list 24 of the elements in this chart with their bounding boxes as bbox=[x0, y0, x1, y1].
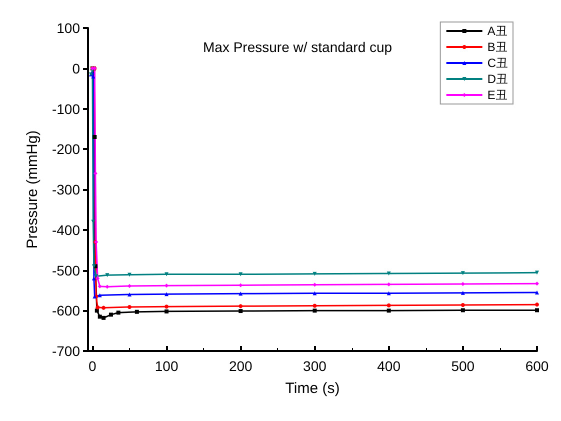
y-tick-label: -600 bbox=[52, 302, 80, 319]
legend-label: E丑 bbox=[487, 88, 508, 102]
x-axis-title: Time (s) bbox=[285, 380, 340, 397]
x-tick-label: 100 bbox=[154, 358, 178, 374]
y-tick-label: 0 bbox=[72, 60, 80, 76]
legend-label: A丑 bbox=[487, 24, 508, 38]
legend-label: C丑 bbox=[487, 56, 508, 70]
x-tick-label: 500 bbox=[451, 358, 475, 374]
y-tick-label: 100 bbox=[56, 20, 80, 36]
y-tick-label: -700 bbox=[52, 343, 80, 359]
legend-label: D丑 bbox=[487, 72, 508, 86]
x-tick-label: 600 bbox=[525, 358, 549, 374]
x-tick-label: 300 bbox=[303, 358, 327, 374]
y-tick-label: -200 bbox=[52, 141, 80, 158]
x-tick-label: 0 bbox=[88, 358, 97, 374]
y-tick-label: -100 bbox=[52, 100, 80, 117]
y-tick-label: -500 bbox=[52, 262, 80, 278]
y-tick-label: -400 bbox=[52, 222, 80, 238]
x-tick-label: 400 bbox=[377, 358, 401, 374]
x-tick-label: 200 bbox=[228, 358, 253, 374]
text: Max Pressure w/ standard cup bbox=[203, 39, 392, 55]
legend-label: B丑 bbox=[487, 40, 508, 54]
y-axis-title: Pressure (mmHg) bbox=[24, 130, 41, 249]
y-tick-label: -300 bbox=[52, 182, 80, 198]
